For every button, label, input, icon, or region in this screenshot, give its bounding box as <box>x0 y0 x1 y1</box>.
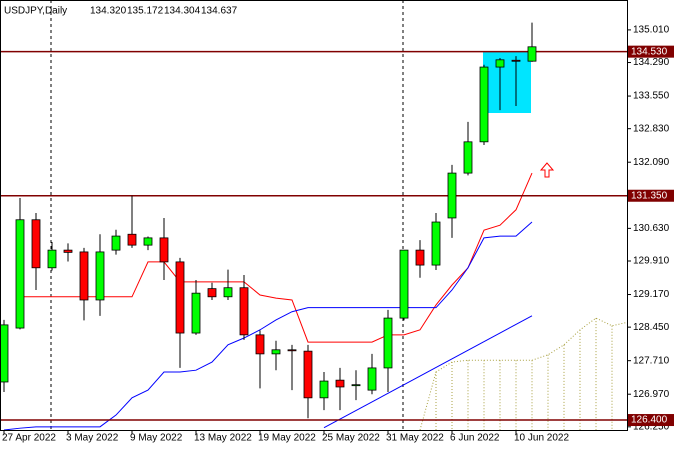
ohlc-close: 134.637 <box>201 6 238 17</box>
y-tick-label: 134.290 <box>633 57 670 68</box>
candle-body <box>63 249 73 253</box>
candle-body <box>47 249 57 269</box>
x-tick-label: 27 Apr 2022 <box>2 433 56 444</box>
level-label: 134.530 <box>631 46 668 57</box>
y-tick-label: 130.630 <box>633 223 670 234</box>
level-label-bg <box>628 45 674 58</box>
level-label-bg <box>628 414 674 427</box>
y-tick-label: 126.250 <box>633 421 670 432</box>
ohlc-high: 135.172 <box>127 6 164 17</box>
candle-body <box>287 349 297 352</box>
trend-line <box>323 315 533 429</box>
candle-body <box>95 251 105 301</box>
y-tick-label: 132.830 <box>633 123 670 134</box>
candle-body <box>239 287 249 336</box>
y-tick-label: 129.910 <box>633 256 670 267</box>
x-tick-label: 13 May 2022 <box>194 433 252 444</box>
candle-body <box>399 249 409 319</box>
candle-body <box>431 221 441 266</box>
candle-body <box>271 349 281 355</box>
ohlc-low: 134.304 <box>164 6 201 17</box>
candle-body <box>463 141 473 174</box>
candle-body <box>223 287 233 298</box>
plot-area <box>0 0 627 430</box>
candle-body <box>511 59 521 62</box>
x-tick-label: 9 May 2022 <box>130 433 183 444</box>
y-tick-label: 132.090 <box>633 157 670 168</box>
x-tick-label: 3 May 2022 <box>66 433 119 444</box>
ohlc-open: 134.320 <box>90 6 127 17</box>
candle-body <box>255 334 265 355</box>
candle-body <box>495 59 505 68</box>
x-tick-label: 31 May 2022 <box>386 433 444 444</box>
y-tick-label: 129.170 <box>633 289 670 300</box>
candle-body <box>479 66 489 143</box>
highlight-box <box>483 52 531 113</box>
candle-body <box>0 324 9 383</box>
candle-body <box>15 219 25 329</box>
candle-body <box>191 292 201 334</box>
candle-body <box>415 249 425 266</box>
candle-body <box>143 237 153 246</box>
y-tick-label: 128.450 <box>633 322 670 333</box>
symbol-title: USDJPY,Daily <box>4 6 67 17</box>
y-tick-label: 135.010 <box>633 25 670 36</box>
candle-body <box>351 384 361 387</box>
level-label: 131.350 <box>631 190 668 201</box>
y-tick-label: 133.550 <box>633 91 670 102</box>
x-tick-label: 19 May 2022 <box>258 433 316 444</box>
candle-body <box>383 317 393 369</box>
indicator-line <box>20 172 533 343</box>
cloud-line <box>419 317 627 430</box>
level-label-bg <box>628 189 674 202</box>
indicator-line <box>3 221 533 430</box>
candle-body <box>79 251 89 301</box>
y-tick-label: 126.970 <box>633 389 670 400</box>
candle-body <box>335 379 345 388</box>
up-arrow <box>539 162 555 178</box>
candle-body <box>159 237 169 263</box>
candle-body <box>207 288 217 298</box>
candle-body <box>111 235 121 251</box>
x-tick-label: 10 Jun 2022 <box>514 433 569 444</box>
plot-border <box>0 0 628 431</box>
candle-body <box>303 350 313 399</box>
candle-body <box>367 367 377 391</box>
candle-body <box>447 172 457 219</box>
candle-body <box>31 219 41 269</box>
candle-body <box>527 46 537 62</box>
candle-body <box>319 380 329 399</box>
level-label: 126.400 <box>631 415 668 426</box>
x-tick-label: 25 May 2022 <box>322 433 380 444</box>
x-tick-label: 6 Jun 2022 <box>450 433 500 444</box>
y-tick-label: 127.710 <box>633 355 670 366</box>
candle-body <box>175 261 185 334</box>
candle-body <box>127 233 137 246</box>
